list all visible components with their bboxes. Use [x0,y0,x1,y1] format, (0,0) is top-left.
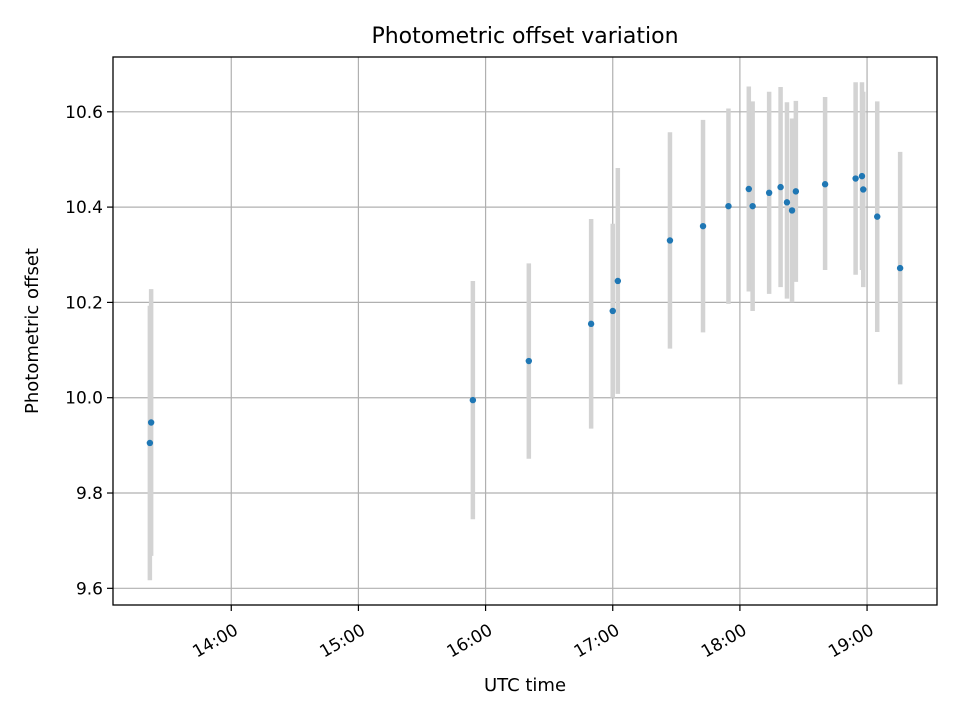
y-tick-label: 9.8 [76,484,103,504]
data-point [699,222,707,230]
data-point [858,172,866,180]
data-point [725,202,732,210]
x-axis-label: UTC time [484,675,566,696]
data-point [874,213,881,220]
y-tick-label: 10.0 [65,389,103,409]
data-point [788,207,796,214]
data-point [765,189,773,197]
y-axis-ticks: 9.6 9.8 10.0 10.2 10.4 10.6 [65,103,113,599]
data-point [792,188,800,195]
data-point [896,264,904,272]
data-point [749,202,756,210]
data-point [783,199,791,206]
data-point [609,307,616,315]
y-tick-label: 10.6 [65,103,103,123]
data-point [146,439,154,447]
y-tick-label: 9.6 [76,579,103,599]
plot-frame [112,56,938,606]
chart-title: Photometric offset variation [371,24,678,49]
data-point [469,396,477,404]
data-point [777,183,784,191]
y-axis-label: Photometric offset [22,248,43,414]
data-points [146,172,904,447]
data-point [587,320,595,328]
y-tick-label: 10.2 [65,293,103,313]
y-tick-label: 10.4 [65,198,103,218]
data-point [666,237,674,244]
data-point [852,175,859,182]
data-point [525,357,533,365]
grid-lines [113,57,937,605]
data-point [821,181,829,188]
data-point [147,419,155,426]
data-point [614,277,622,285]
data-point [745,185,753,193]
data-point [860,186,867,193]
